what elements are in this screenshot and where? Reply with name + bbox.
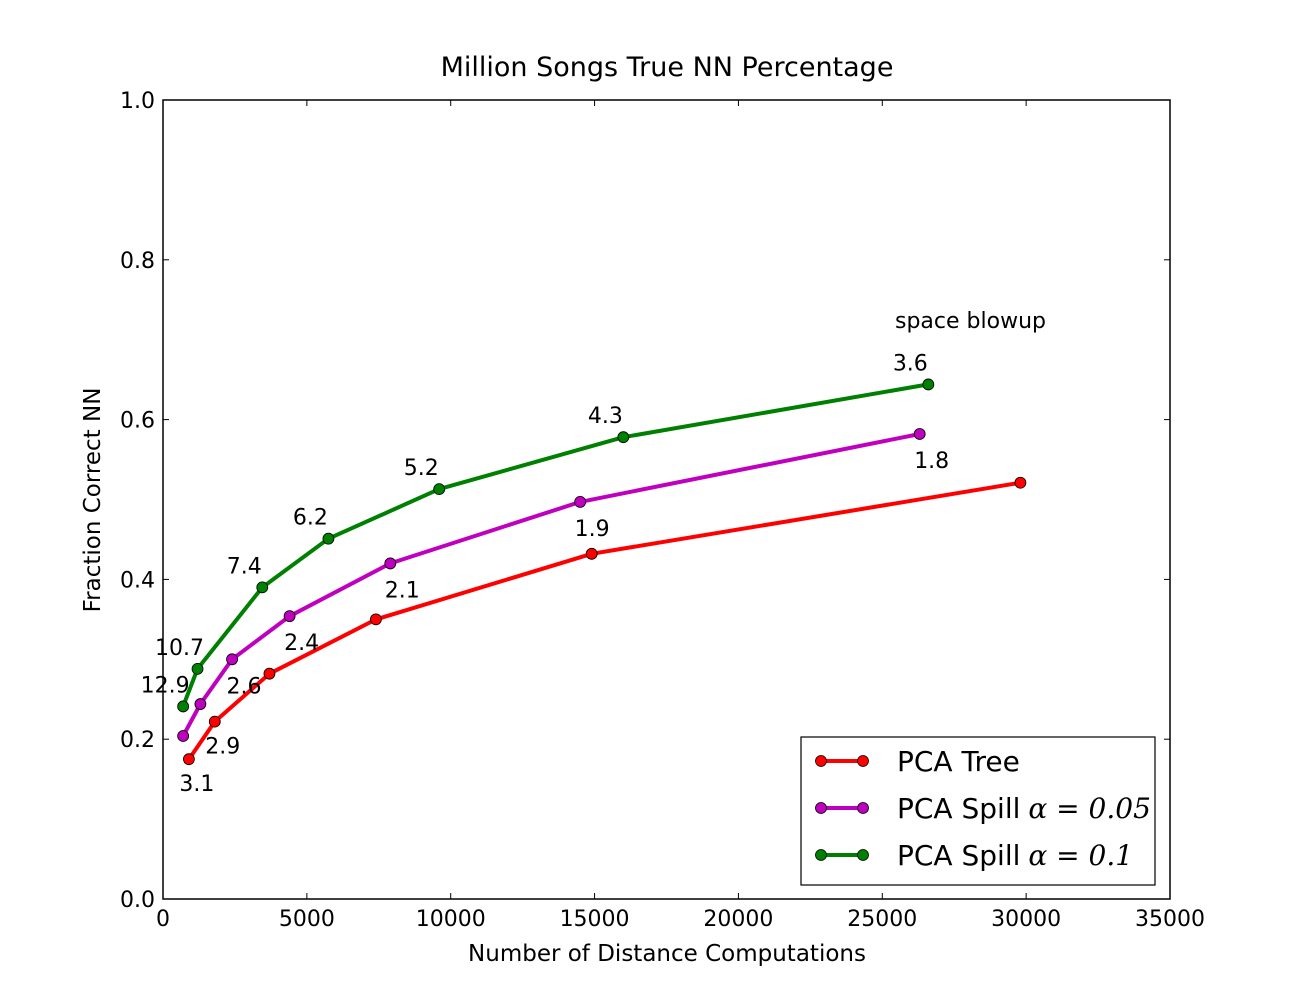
legend-series-name: PCA Spill [897, 792, 1020, 825]
legend-label: PCA Tree [897, 745, 1020, 778]
data-point [182, 753, 195, 766]
point-label: 2.6 [227, 674, 262, 699]
point-label: 1.9 [575, 517, 610, 542]
y-tick-label: 0.6 [120, 409, 155, 434]
data-point [263, 667, 276, 680]
data-point [1014, 476, 1027, 489]
x-axis-title: Number of Distance Computations [468, 941, 866, 967]
point-label: 7.4 [227, 554, 262, 579]
point-label: 1.8 [914, 449, 949, 474]
data-point [177, 700, 190, 713]
x-tick-label: 20000 [703, 907, 773, 932]
point-label: 12.9 [141, 673, 190, 698]
data-point [370, 613, 382, 626]
legend-series-name: PCA Spill [897, 839, 1020, 872]
y-tick-label: 0.0 [120, 888, 155, 913]
x-tick-label: 35000 [1135, 907, 1205, 932]
legend-series-math: α = 0.05 [1028, 792, 1151, 825]
legend-entry: PCA Spill α = 0.05 [815, 792, 1151, 825]
point-label: 3.6 [893, 351, 928, 376]
data-point [208, 715, 221, 728]
y-tick-label: 1.0 [120, 89, 155, 114]
series-0 [182, 476, 1027, 766]
data-point [191, 662, 204, 675]
point-label: 2.1 [385, 578, 420, 603]
series-line [187, 480, 1021, 761]
data-point [585, 547, 598, 560]
legend-swatch-marker [857, 802, 869, 814]
legend-label: PCA Spill α = 0.1 [897, 839, 1133, 872]
point-label: 6.2 [293, 506, 328, 531]
plot-frame [162, 99, 1171, 900]
y-tick-label: 0.8 [120, 249, 155, 274]
data-point [322, 532, 335, 545]
data-point [617, 431, 630, 444]
annotation-header: space blowup [895, 309, 1046, 334]
legend-swatch-marker [857, 849, 869, 861]
x-tick-label: 25000 [847, 907, 917, 932]
series-line [181, 432, 921, 737]
x-tick-label: 15000 [560, 907, 630, 932]
series-2 [177, 378, 935, 713]
series-layer [177, 378, 1027, 766]
legend-swatch-marker [857, 755, 869, 767]
point-label: 5.2 [404, 456, 439, 481]
data-point [226, 653, 238, 666]
legend-series-math: α = 0.1 [1028, 839, 1133, 872]
legend-entry: PCA Tree [815, 745, 1020, 778]
legend-series-name: PCA Tree [897, 745, 1020, 778]
axis-ticks: 0 5000 10000 15000 20000 25000 30000 35000 0.0 0.… [120, 89, 1205, 932]
x-tick-label: 30000 [991, 907, 1061, 932]
y-tick-label: 0.2 [120, 728, 155, 753]
annotations-layer: 3.1 2.9 2.6 2.4 2.1 1.9 1.8 12.9 10.7 7.4 6.2 5.2 4.… [141, 351, 950, 797]
data-point [384, 557, 397, 570]
legend-label: PCA Spill α = 0.05 [897, 792, 1151, 825]
x-tick-label: 5000 [279, 907, 335, 932]
point-label: 2.9 [205, 735, 240, 760]
data-point [194, 698, 207, 710]
point-label: 3.1 [179, 772, 214, 797]
series-1 [177, 428, 926, 742]
point-label: 10.7 [155, 636, 204, 661]
y-tick-label: 0.4 [120, 568, 155, 593]
point-label: 4.3 [588, 404, 623, 429]
data-point [256, 581, 269, 594]
legend-entry: PCA Spill α = 0.1 [815, 839, 1133, 872]
legend-swatch-marker [815, 755, 827, 767]
data-point [574, 495, 587, 508]
series-line [181, 382, 929, 708]
y-axis-title: Fraction Correct NN [80, 388, 106, 613]
point-label: 2.4 [284, 631, 319, 656]
data-point [913, 428, 926, 440]
x-tick-label: 0 [156, 907, 170, 932]
data-point [283, 610, 296, 623]
x-tick-label: 10000 [416, 907, 486, 932]
chart-title: Million Songs True NN Percentage [441, 52, 894, 83]
data-point [433, 483, 446, 496]
data-point [177, 730, 190, 742]
data-point [922, 378, 935, 391]
legend-swatch-marker [815, 849, 827, 861]
legend-swatch-marker [815, 802, 827, 814]
